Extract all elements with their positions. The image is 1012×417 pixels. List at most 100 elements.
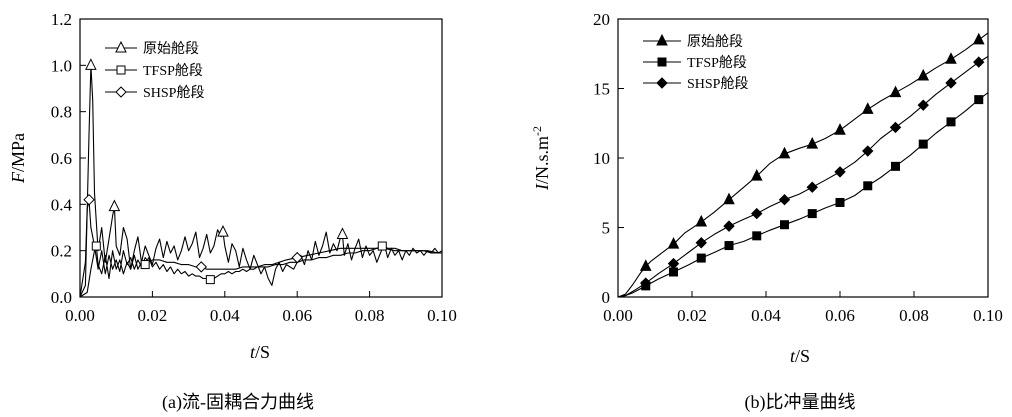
b-series-2-marker: [724, 241, 734, 251]
a-series-2-marker: [140, 260, 150, 270]
a-x-tick-label: 0.04: [210, 306, 240, 325]
b-legend-label-2: TFSP舱段: [687, 55, 747, 71]
chart-b-x-axis-symbol: t: [790, 346, 796, 366]
b-series-3-marker: [917, 99, 929, 111]
chart-b-markers: [639, 32, 985, 291]
a-series-2-marker: [377, 241, 387, 251]
b-series-1-marker: [723, 192, 735, 205]
b-legend-marker-1: [656, 33, 668, 46]
a-series-2-marker: [205, 275, 215, 285]
b-series-1-marker: [667, 237, 680, 249]
b-series-3-marker: [778, 193, 791, 206]
b-series-2-marker: [863, 181, 873, 191]
b-series-2-marker: [835, 197, 845, 207]
b-series-3-marker: [806, 181, 818, 193]
chart-b-legend: 原始舱段 TFSP舱段 SHSP舱段: [643, 33, 748, 92]
b-series-3-marker: [751, 207, 763, 220]
a-legend-label-2: TFSP舱段: [143, 63, 203, 79]
a-series-1-marker: [108, 199, 121, 212]
chart-b-ticks: [617, 18, 989, 298]
a-legend-marker-2: [116, 65, 126, 75]
b-series-1-marker: [861, 102, 874, 114]
a-y-tick-label: 0.8: [51, 103, 72, 122]
chart-a-x-axis-symbol: t: [250, 342, 256, 362]
b-series-2-marker: [807, 209, 817, 219]
b-legend-label-3: SHSP舱段: [687, 76, 748, 92]
a-y-tick-label: 0.0: [51, 288, 72, 307]
b-series-3-marker: [695, 237, 707, 249]
a-y-tick-label: 0.2: [51, 242, 72, 261]
a-series-1-marker: [85, 58, 97, 70]
chart-a-series-lines: [79, 64, 443, 298]
b-legend-label-1: 原始舱段: [687, 34, 743, 50]
b-series-1-marker: [695, 214, 708, 227]
a-series-2-marker: [91, 241, 101, 251]
b-series-1-marker: [750, 168, 763, 181]
chart-b-y-axis-exponent: -2: [530, 126, 544, 136]
chart-a-y-axis-unit: /MPa: [8, 133, 28, 172]
a-x-tick-label: 0.10: [427, 306, 457, 325]
a-y-tick-label: 0.4: [51, 195, 73, 214]
b-x-tick-label: 0.10: [973, 306, 1003, 325]
a-series-line-1: [79, 64, 443, 298]
b-series-3-marker: [889, 121, 902, 134]
a-y-tick-label: 0.6: [51, 149, 72, 168]
b-series-3-marker: [973, 56, 985, 68]
b-x-tick-label: 0.02: [677, 306, 707, 325]
chart-a-markers: [83, 58, 387, 285]
b-series-1-marker: [945, 52, 957, 64]
b-series-1-marker: [778, 146, 791, 159]
b-series-1-marker: [917, 68, 930, 81]
b-x-tick-label: 0.00: [603, 306, 633, 325]
chart-b-x-axis-title: t/S: [790, 346, 810, 366]
chart-b-tick-labels: 0.00 0.02 0.04 0.06 0.08 0.10 0 5 10 15 20: [593, 10, 1003, 325]
b-series-3-marker: [723, 220, 735, 232]
a-legend-marker-3: [115, 86, 127, 98]
b-series-2-marker: [780, 220, 789, 230]
b-y-tick-label: 20: [593, 10, 610, 29]
chart-b-y-axis-unit: /N.s.m: [532, 136, 552, 184]
b-series-1-marker: [972, 32, 985, 45]
a-y-tick-label: 1.2: [51, 10, 72, 29]
chart-a-x-axis-title: t/S: [250, 342, 270, 362]
a-x-tick-label: 0.02: [138, 306, 168, 325]
a-series-1-marker: [217, 225, 229, 237]
b-series-1-marker: [834, 123, 846, 135]
a-series-line-2: [79, 245, 442, 298]
a-series-3-marker: [195, 261, 207, 273]
a-x-tick-label: 0.08: [355, 306, 385, 325]
b-x-tick-label: 0.04: [751, 306, 781, 325]
b-series-3-marker: [862, 145, 874, 157]
chart-b-y-axis-symbol: I: [532, 183, 552, 191]
b-legend-marker-3: [656, 77, 668, 89]
b-series-2-marker: [752, 231, 762, 241]
b-legend-marker-2: [657, 57, 667, 67]
chart-a-plot-frame: [79, 18, 443, 298]
a-series-1-marker: [336, 227, 349, 239]
b-series-3-marker: [945, 77, 957, 89]
chart-b-impulse-curve: 0.00 0.02 0.04 0.06 0.08 0.10 0 5 10 15 20 t/S I/N…: [530, 10, 1003, 413]
chart-b-caption: (b)比冲量曲线: [745, 392, 856, 413]
b-series-2-marker: [891, 161, 900, 171]
b-series-line-1: [617, 32, 989, 298]
chart-a-y-axis-symbol: F: [8, 171, 28, 184]
b-series-1-marker: [806, 136, 819, 149]
chart-b-y-axis-title: I/N.s.m-2: [530, 126, 552, 191]
b-y-tick-label: 15: [593, 80, 610, 99]
b-y-tick-label: 5: [602, 219, 611, 238]
b-series-3-marker: [834, 166, 846, 178]
a-x-tick-label: 0.06: [282, 306, 312, 325]
chart-a-caption: (a)流-固耦合力曲线: [162, 392, 314, 413]
b-series-2-marker: [696, 253, 706, 263]
chart-a-x-axis-unit: /S: [255, 342, 270, 362]
b-series-1-marker: [639, 259, 652, 271]
chart-b-plot-frame: [617, 18, 989, 298]
b-x-tick-label: 0.08: [899, 306, 929, 325]
b-x-tick-label: 0.06: [825, 306, 855, 325]
a-legend-label-3: SHSP舱段: [143, 85, 204, 101]
chart-a-force-curve: 0.00 0.02 0.04 0.06 0.08 0.10 0.0 0.2 0.4 0.6 0.8 1…: [8, 10, 457, 413]
a-series-3-marker: [291, 251, 303, 264]
chart-a-tick-labels: 0.00 0.02 0.04 0.06 0.08 0.10 0.0 0.2 0.4 0.6 0.8 1…: [51, 10, 457, 325]
chart-a-legend: 原始舱段 TFSP舱段 SHSP舱段: [105, 40, 204, 101]
